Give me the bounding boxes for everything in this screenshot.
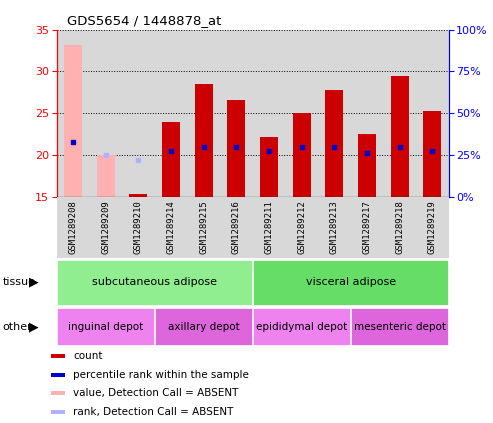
Text: GSM1289212: GSM1289212 [297,200,306,253]
Text: GSM1289219: GSM1289219 [428,200,437,253]
Bar [195,84,212,197]
Text: GSM1289217: GSM1289217 [362,200,372,253]
Bar [51,391,65,395]
Bar [129,194,147,197]
Text: rank, Detection Call = ABSENT: rank, Detection Call = ABSENT [73,407,233,417]
Text: value, Detection Call = ABSENT: value, Detection Call = ABSENT [73,388,238,398]
Text: GSM1289214: GSM1289214 [167,200,176,253]
Text: GSM1289211: GSM1289211 [264,200,274,253]
Bar [155,308,252,345]
Bar [253,308,350,345]
Bar [260,137,278,197]
Bar [423,111,441,197]
Bar [162,121,180,197]
Text: GDS5654 / 1448878_at: GDS5654 / 1448878_at [67,14,221,27]
Bar [227,100,246,197]
Text: other: other [2,322,32,332]
Bar [352,308,448,345]
Bar [293,113,311,197]
Text: ▶: ▶ [29,276,38,289]
Text: inguinal depot: inguinal depot [68,322,143,332]
Bar [325,90,343,197]
Text: subcutaneous adipose: subcutaneous adipose [92,277,217,287]
Text: GSM1289210: GSM1289210 [134,200,143,253]
Bar [51,409,65,414]
Text: count: count [73,351,103,361]
Text: mesenteric depot: mesenteric depot [353,322,446,332]
Bar [358,134,376,197]
Text: ▶: ▶ [29,320,38,333]
Bar [97,155,115,197]
Bar [51,373,65,376]
Bar [57,260,252,305]
Text: GSM1289215: GSM1289215 [199,200,208,253]
Text: GSM1289208: GSM1289208 [69,200,77,253]
Text: GSM1289218: GSM1289218 [395,200,404,253]
Text: tissue: tissue [2,277,35,287]
Bar [57,308,154,345]
Bar [253,260,448,305]
Text: percentile rank within the sample: percentile rank within the sample [73,370,249,379]
Text: axillary depot: axillary depot [168,322,240,332]
Text: visceral adipose: visceral adipose [306,277,396,287]
Text: GSM1289213: GSM1289213 [330,200,339,253]
Bar [51,354,65,358]
Bar [64,45,82,197]
Text: epididymal depot: epididymal depot [256,322,347,332]
Text: GSM1289209: GSM1289209 [101,200,110,253]
Text: GSM1289216: GSM1289216 [232,200,241,253]
Bar [390,77,409,197]
